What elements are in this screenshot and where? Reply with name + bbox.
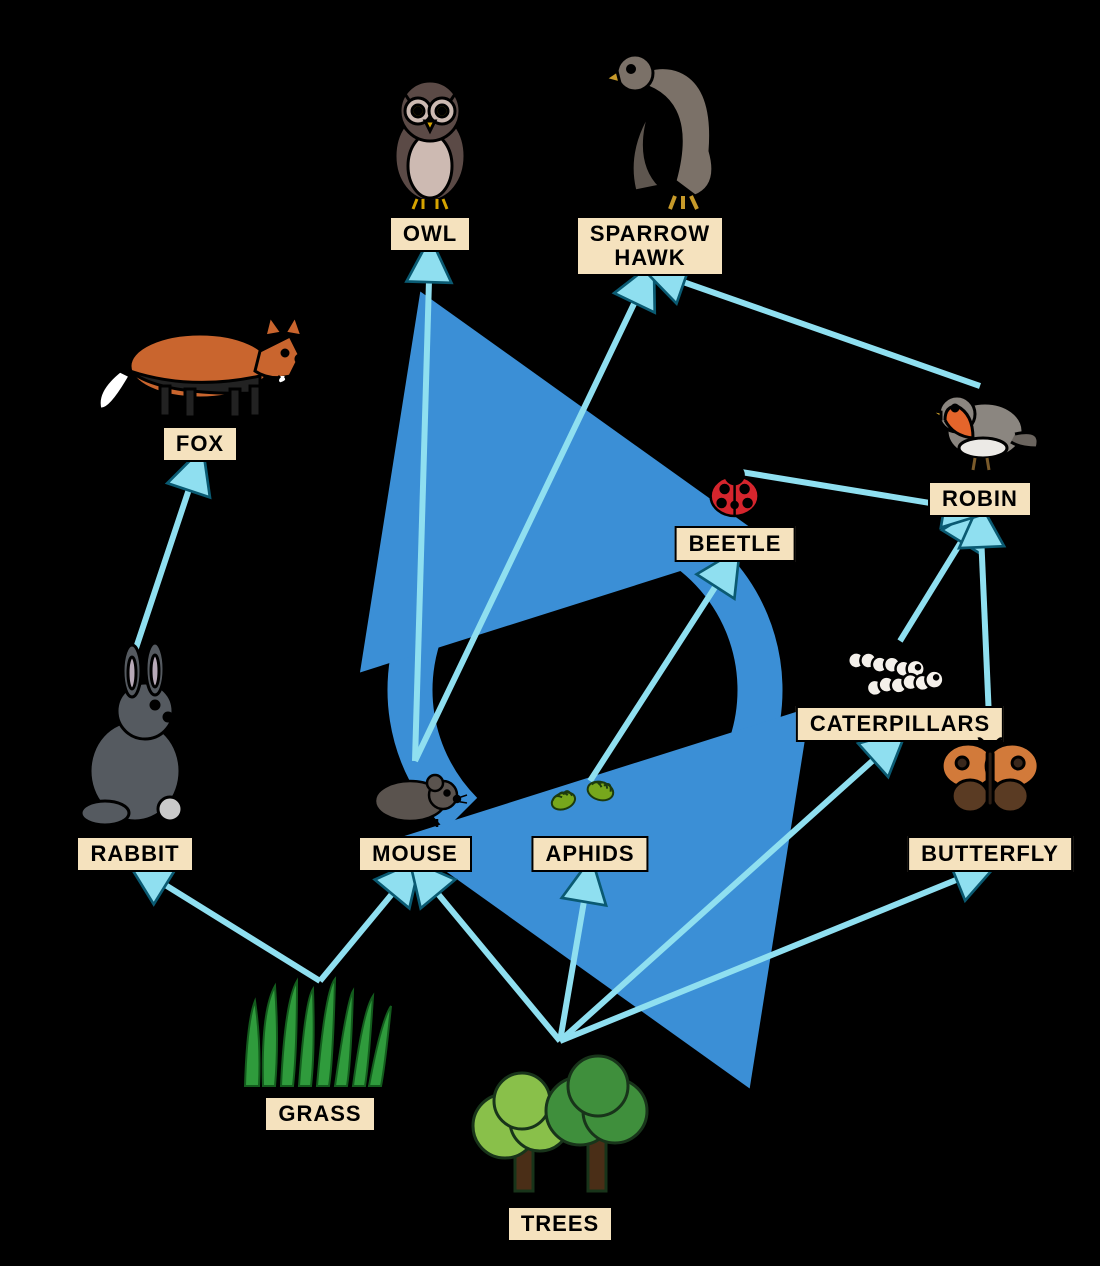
node-caterpillars: CATERPILLARS [796, 631, 1004, 742]
grass-label: GRASS [264, 1096, 375, 1132]
node-robin: ROBIN [915, 376, 1045, 517]
mouse-label: MOUSE [358, 836, 472, 872]
node-rabbit: RABBIT [60, 641, 210, 872]
edge-grass-to-rabbit [135, 866, 320, 981]
edge-rabbit-to-fox [135, 456, 200, 651]
edge-mouse-to-owl [415, 246, 430, 761]
node-beetle: BEETLE [675, 461, 796, 562]
rabbit-icon [60, 641, 210, 836]
fox-icon [90, 281, 310, 426]
sparrowhawk-icon [565, 31, 735, 216]
beetle-icon [675, 461, 796, 526]
robin-icon [915, 376, 1045, 481]
rabbit-label: RABBIT [76, 836, 193, 872]
node-grass: GRASS [235, 971, 405, 1132]
grass-icon [235, 971, 405, 1096]
node-mouse: MOUSE [355, 751, 475, 872]
node-trees: TREES [460, 1031, 660, 1242]
edge-caterpillars-to-robin [900, 511, 980, 641]
edge-aphids-to-beetle [590, 556, 735, 781]
node-sparrowhawk: SPARROW HAWK [565, 31, 735, 276]
node-owl: OWL [375, 71, 485, 252]
food-web-diagram: FOX OWL SPARROW HAWK [0, 0, 1100, 1266]
edge-trees-to-aphids [560, 866, 590, 1041]
edge-robin-to-sparrowhawk [650, 270, 980, 386]
owl-icon [375, 71, 485, 216]
caterpillars-icon [796, 631, 1004, 706]
butterfly-icon [907, 731, 1073, 836]
mouse-icon [355, 751, 475, 836]
edge-trees-to-mouse [415, 866, 560, 1041]
edge-mouse-to-sparrowhawk [415, 270, 650, 761]
aphids-label: APHIDS [531, 836, 648, 872]
aphids-icon [531, 771, 648, 836]
robin-label: ROBIN [928, 481, 1032, 517]
trees-icon [460, 1031, 660, 1206]
beetle-label: BEETLE [675, 526, 796, 562]
node-fox: FOX [90, 281, 310, 462]
owl-label: OWL [389, 216, 471, 252]
fox-label: FOX [162, 426, 238, 462]
edge-trees-to-butterfly [560, 866, 990, 1041]
butterfly-label: BUTTERFLY [907, 836, 1073, 872]
edge-grass-to-mouse [320, 866, 415, 981]
node-aphids: APHIDS [531, 771, 648, 872]
sparrowhawk-label: SPARROW HAWK [576, 216, 724, 276]
node-butterfly: BUTTERFLY [907, 731, 1073, 872]
trees-label: TREES [507, 1206, 613, 1242]
